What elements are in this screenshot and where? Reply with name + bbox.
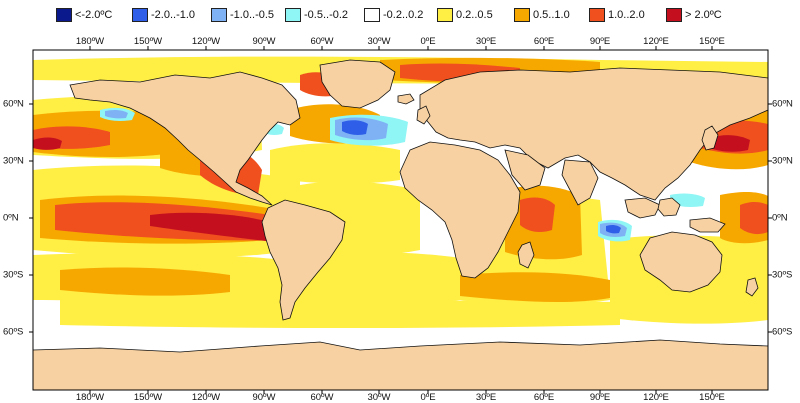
arabia — [504, 149, 546, 191]
lon-label-bottom: 90ºW — [252, 392, 276, 403]
north-america — [69, 71, 301, 206]
legend-item-minus-2-minus-1: -2.0..-1.0 — [132, 7, 195, 23]
lon-label-bottom: 150ºW — [133, 392, 163, 403]
legend-label: -2.0..-1.0 — [151, 9, 196, 21]
land-masses — [33, 59, 768, 390]
lat-label-right: 60ºN — [772, 98, 793, 110]
lon-label-bottom: 120ºE — [643, 392, 669, 403]
legend-label: -1.0..-0.5 — [230, 9, 275, 21]
legend-swatch — [285, 8, 301, 22]
lon-label-top: 120ºW — [191, 36, 221, 47]
anomaly-band-blue — [342, 120, 621, 234]
legend-swatch — [211, 8, 227, 22]
lon-label-top: 120ºE — [643, 36, 669, 47]
legend-item-neutral: -0.2..0.2 — [364, 7, 423, 23]
legend-label: 0.2..0.5 — [456, 9, 493, 21]
legend-swatch — [132, 8, 148, 22]
legend-item-below-minus-2: <-2.0ºC — [56, 7, 112, 23]
lon-label-bottom: 90ºE — [589, 392, 611, 403]
new-zealand — [745, 277, 759, 297]
lat-label-left: 0ºN — [3, 212, 19, 224]
legend-label: > 2.0ºC — [685, 9, 722, 21]
legend-swatch — [437, 8, 453, 22]
lon-label-bottom: 30ºE — [475, 392, 497, 403]
japan — [701, 125, 719, 151]
lon-label-top: 150ºE — [699, 36, 725, 47]
madagascar — [517, 241, 535, 269]
lon-label-bottom: 180ºW — [75, 392, 105, 403]
british-isles — [416, 105, 431, 125]
lon-label-top: 180ºW — [75, 36, 105, 47]
legend-item-minus-1-minus-05: -1.0..-0.5 — [211, 7, 274, 23]
legend-label: 0.5..1.0 — [533, 9, 570, 21]
lat-label-left: 30ºN — [3, 155, 24, 167]
australia — [639, 231, 723, 293]
legend-swatch — [364, 8, 380, 22]
lat-label-right: 30ºS — [772, 269, 793, 281]
axis-ticks — [29, 46, 772, 394]
lon-label-bottom: 60ºW — [310, 392, 334, 403]
eurasia — [419, 67, 768, 201]
india — [561, 159, 599, 206]
lon-label-top: 30ºE — [475, 36, 497, 47]
legend-label: -0.5..-0.2 — [304, 9, 349, 21]
legend-label: <-2.0ºC — [75, 9, 113, 21]
legend-swatch — [514, 8, 530, 22]
legend-swatch — [666, 8, 682, 22]
lon-label-top: 90ºW — [252, 36, 276, 47]
lon-label-bottom: 150ºE — [699, 392, 725, 403]
lon-label-bottom: 0ºE — [420, 392, 436, 403]
antarctica — [33, 339, 768, 390]
maritime-continent — [624, 197, 661, 219]
lon-label-top: 90ºE — [589, 36, 611, 47]
lat-label-left: 60ºN — [3, 98, 24, 110]
new-guinea — [689, 217, 726, 233]
iceland — [397, 93, 415, 105]
legend-item-02-05: 0.2..0.5 — [437, 7, 493, 23]
lon-label-bottom: 120ºW — [191, 392, 221, 403]
lat-label-left: 30ºS — [3, 269, 24, 281]
legend-label: -0.2..0.2 — [383, 9, 424, 21]
map-legend: <-2.0ºC -2.0..-1.0 -1.0..-0.5 -0.5..-0.2… — [0, 0, 800, 30]
map-frame — [32, 49, 769, 391]
lon-label-bottom: 60ºE — [533, 392, 555, 403]
legend-label: 1.0..2.0 — [608, 9, 645, 21]
greenland — [319, 59, 396, 109]
lat-label-right: 0ºN — [772, 212, 788, 224]
lon-label-top: 150ºW — [133, 36, 163, 47]
legend-item-05-10: 0.5..1.0 — [514, 7, 570, 23]
lon-label-top: 0ºE — [420, 36, 436, 47]
africa — [399, 141, 521, 279]
south-america — [261, 199, 346, 321]
borneo — [657, 197, 681, 217]
lat-label-left: 60ºS — [3, 326, 24, 338]
legend-item-minus-05-minus-02: -0.5..-0.2 — [285, 7, 348, 23]
legend-item-above-2: > 2.0ºC — [666, 7, 722, 23]
lon-label-top: 60ºE — [533, 36, 555, 47]
lat-label-right: 30ºN — [772, 155, 793, 167]
lat-label-right: 60ºS — [772, 326, 793, 338]
anomaly-band-dark-red — [33, 135, 750, 242]
legend-item-10-20: 1.0..2.0 — [589, 7, 645, 23]
lon-label-top: 30ºW — [367, 36, 391, 47]
lon-label-top: 60ºW — [310, 36, 334, 47]
legend-swatch — [589, 8, 605, 22]
lon-label-bottom: 30ºW — [367, 392, 391, 403]
legend-swatch — [56, 8, 72, 22]
